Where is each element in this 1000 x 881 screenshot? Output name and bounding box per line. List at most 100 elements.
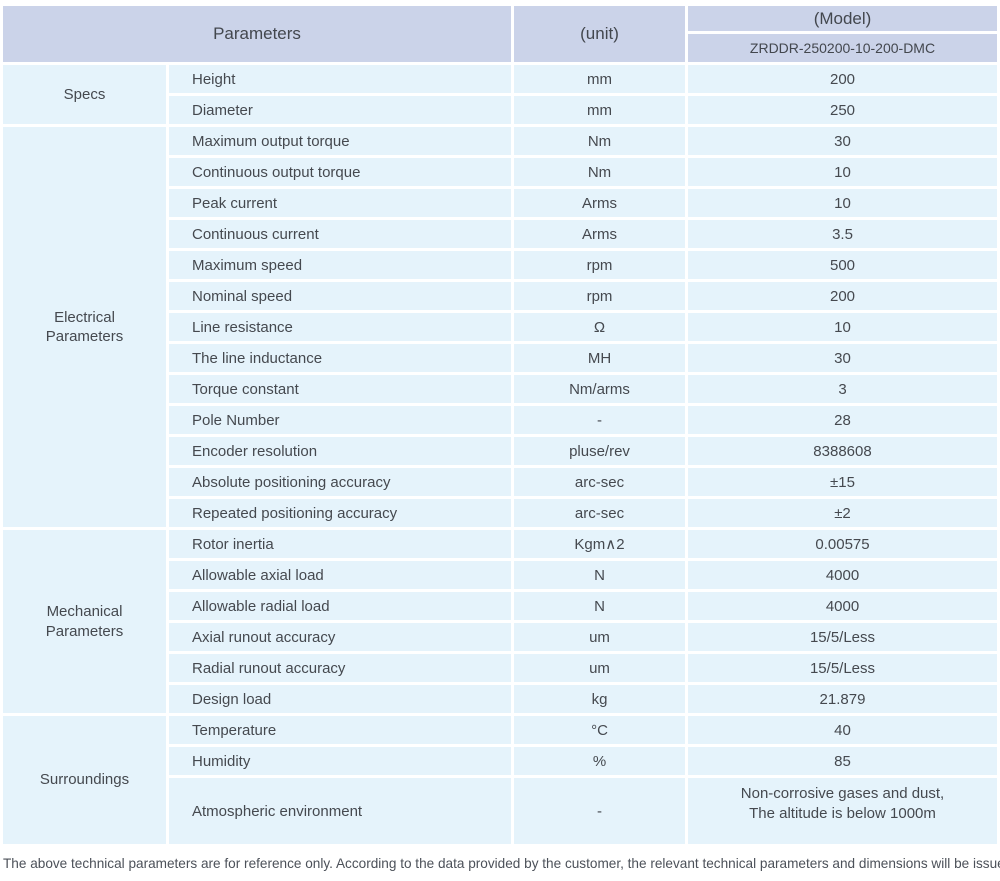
table-row: Electrical Parameters Maximum output tor… bbox=[3, 127, 997, 527]
spec-table: Parameters (unit) (Model) ZRDDR-250200-1… bbox=[0, 3, 1000, 847]
parameter-value: 200 bbox=[688, 282, 997, 310]
table-row: Nominal speed rpm 200 bbox=[3, 282, 997, 310]
parameter-name: Temperature bbox=[169, 716, 511, 744]
header-row-2: ZRDDR-250200-10-200-DMC bbox=[3, 34, 997, 62]
parameter-name: Peak current bbox=[169, 189, 511, 217]
header-row-1: Parameters (unit) (Model) bbox=[3, 6, 997, 62]
parameter-name: Absolute positioning accuracy bbox=[169, 468, 511, 496]
parameter-unit: °C bbox=[514, 716, 685, 744]
parameter-value: 10 bbox=[688, 158, 997, 186]
table-row: Line resistance Ω 10 bbox=[3, 313, 997, 341]
parameter-name: Torque constant bbox=[169, 375, 511, 403]
parameter-name: Allowable radial load bbox=[169, 592, 511, 620]
section-label-specs: Specs bbox=[3, 65, 166, 124]
table-row: Continuous current Arms 3.5 bbox=[3, 220, 997, 248]
parameter-value: 500 bbox=[688, 251, 997, 279]
table-row: Allowable axial load N 4000 bbox=[3, 561, 997, 589]
table-row: Continuous output torque Nm 10 bbox=[3, 158, 997, 186]
table-row: Surroundings Temperature °C 40 bbox=[3, 716, 997, 844]
table-row: Absolute positioning accuracy arc-sec ±1… bbox=[3, 468, 997, 496]
parameter-value: Non-corrosive gases and dust, The altitu… bbox=[688, 778, 997, 844]
parameter-unit: Arms bbox=[514, 189, 685, 217]
table-row: Design load kg 21.879 bbox=[3, 685, 997, 713]
parameter-unit: um bbox=[514, 623, 685, 651]
parameter-value: 200 bbox=[688, 65, 997, 93]
parameter-name: Continuous current bbox=[169, 220, 511, 248]
header-model-value: ZRDDR-250200-10-200-DMC bbox=[688, 34, 997, 62]
parameter-unit: N bbox=[514, 561, 685, 589]
parameter-value: 4000 bbox=[688, 561, 997, 589]
parameter-value: ±15 bbox=[688, 468, 997, 496]
parameter-unit: MH bbox=[514, 344, 685, 372]
parameter-value: 21.879 bbox=[688, 685, 997, 713]
parameter-name: Design load bbox=[169, 685, 511, 713]
table-row: Radial runout accuracy um 15/5/Less bbox=[3, 654, 997, 682]
footnote: The above technical parameters are for r… bbox=[3, 856, 1000, 871]
parameter-name: Continuous output torque bbox=[169, 158, 511, 186]
table-row: Allowable radial load N 4000 bbox=[3, 592, 997, 620]
parameter-value: 0.00575 bbox=[688, 530, 997, 558]
table-row: Mechanical Parameters Rotor inertia Kgm∧… bbox=[3, 530, 997, 713]
parameter-name: Allowable axial load bbox=[169, 561, 511, 589]
parameter-value: 8388608 bbox=[688, 437, 997, 465]
parameter-name: Humidity bbox=[169, 747, 511, 775]
parameter-value: 3.5 bbox=[688, 220, 997, 248]
parameter-name: Atmospheric environment bbox=[169, 778, 511, 844]
parameter-unit: Nm bbox=[514, 158, 685, 186]
parameter-unit: rpm bbox=[514, 282, 685, 310]
parameter-value: 4000 bbox=[688, 592, 997, 620]
parameter-value: 15/5/Less bbox=[688, 623, 997, 651]
table-row: Repeated positioning accuracy arc-sec ±2 bbox=[3, 499, 997, 527]
parameter-value: 10 bbox=[688, 313, 997, 341]
table-row: Humidity % 85 bbox=[3, 747, 997, 775]
header-parameters-label: Parameters bbox=[3, 6, 511, 62]
parameter-unit: mm bbox=[514, 96, 685, 124]
table-row: Torque constant Nm/arms 3 bbox=[3, 375, 997, 403]
parameter-name: Nominal speed bbox=[169, 282, 511, 310]
parameter-name: Radial runout accuracy bbox=[169, 654, 511, 682]
parameter-unit: rpm bbox=[514, 251, 685, 279]
parameter-name: Repeated positioning accuracy bbox=[169, 499, 511, 527]
parameter-name: Pole Number bbox=[169, 406, 511, 434]
parameter-name: Diameter bbox=[169, 96, 511, 124]
section-label-electrical-parameters: Electrical Parameters bbox=[3, 127, 166, 527]
parameter-unit: % bbox=[514, 747, 685, 775]
table-row: Pole Number - 28 bbox=[3, 406, 997, 434]
parameter-value: 40 bbox=[688, 716, 997, 744]
table-row: Diameter mm 250 bbox=[3, 96, 997, 124]
parameter-value: 85 bbox=[688, 747, 997, 775]
parameter-name: Maximum speed bbox=[169, 251, 511, 279]
parameter-unit: - bbox=[514, 406, 685, 434]
parameter-value: 30 bbox=[688, 127, 997, 155]
header-model-label: (Model) bbox=[688, 6, 997, 31]
parameter-name: Encoder resolution bbox=[169, 437, 511, 465]
parameter-value: 3 bbox=[688, 375, 997, 403]
parameter-name: Height bbox=[169, 65, 511, 93]
parameter-unit: kg bbox=[514, 685, 685, 713]
section-label-mechanical-parameters: Mechanical Parameters bbox=[3, 530, 166, 713]
table-row: The line inductance MH 30 bbox=[3, 344, 997, 372]
parameter-value: ±2 bbox=[688, 499, 997, 527]
parameter-name: Line resistance bbox=[169, 313, 511, 341]
parameter-unit: Ω bbox=[514, 313, 685, 341]
header-unit-label: (unit) bbox=[514, 6, 685, 62]
parameter-unit: arc-sec bbox=[514, 468, 685, 496]
parameter-unit: - bbox=[514, 778, 685, 844]
table-row: Specs Height mm 200 bbox=[3, 65, 997, 124]
parameter-name: The line inductance bbox=[169, 344, 511, 372]
table-row: Axial runout accuracy um 15/5/Less bbox=[3, 623, 997, 651]
parameter-name: Rotor inertia bbox=[169, 530, 511, 558]
table-row: Atmospheric environment - Non-corrosive … bbox=[3, 778, 997, 844]
parameter-value: 28 bbox=[688, 406, 997, 434]
table-row: Encoder resolution pluse/rev 8388608 bbox=[3, 437, 997, 465]
section-label-surroundings: Surroundings bbox=[3, 716, 166, 844]
parameter-unit: arc-sec bbox=[514, 499, 685, 527]
parameter-value: 250 bbox=[688, 96, 997, 124]
table-row: Peak current Arms 10 bbox=[3, 189, 997, 217]
table-row: Maximum speed rpm 500 bbox=[3, 251, 997, 279]
parameter-unit: Kgm∧2 bbox=[514, 530, 685, 558]
parameter-unit: Arms bbox=[514, 220, 685, 248]
parameter-unit: mm bbox=[514, 65, 685, 93]
parameter-value: 30 bbox=[688, 344, 997, 372]
parameter-value: 15/5/Less bbox=[688, 654, 997, 682]
